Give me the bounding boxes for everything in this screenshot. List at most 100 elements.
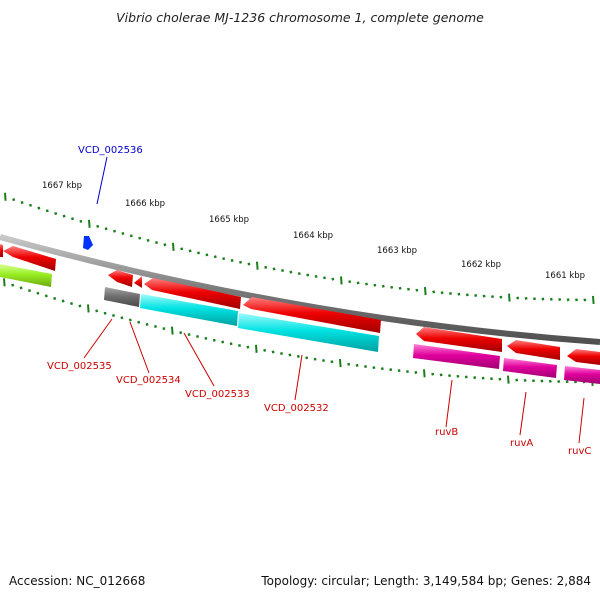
inner-scale-minor-tick: [380, 367, 384, 371]
outer-scale-minor-tick: [20, 201, 24, 204]
callout-ruva: [519, 391, 527, 436]
scale-label-1665: 1665 kbp: [209, 215, 249, 225]
inner-scale-minor-tick: [246, 345, 250, 349]
label-vcd-002532[interactable]: VCD_002532: [264, 403, 329, 414]
gene-lime[interactable]: [0, 264, 52, 287]
outer-scale-major-tick: [4, 192, 7, 201]
inner-scale-minor-tick: [464, 375, 468, 379]
label-vcd-002536[interactable]: VCD_002536: [78, 145, 143, 156]
inner-scale-minor-tick: [355, 363, 359, 367]
inner-scale-minor-tick: [212, 338, 216, 342]
inner-scale-minor-tick: [523, 378, 527, 382]
gene-arrow-ruva[interactable]: [507, 340, 560, 360]
scale-label-1662: 1662 kbp: [461, 260, 501, 270]
callout-vcd-002532: [294, 354, 303, 401]
gene-grey[interactable]: [104, 287, 140, 307]
outer-scale-minor-tick: [222, 257, 226, 261]
gene-marker-vcd-002536[interactable]: [83, 236, 93, 250]
outer-scale-minor-tick: [272, 267, 276, 271]
outer-scale-minor-tick: [138, 236, 142, 240]
outer-scale-minor-tick: [440, 291, 444, 295]
inner-scale-minor-tick: [112, 314, 115, 318]
outer-scale-minor-tick: [499, 295, 503, 299]
inner-scale-minor-tick: [473, 376, 477, 380]
label-ruvc[interactable]: ruvC: [568, 446, 591, 457]
outer-scale-minor-tick: [558, 298, 562, 302]
gene-magenta-1[interactable]: [413, 344, 500, 369]
inner-scale-minor-tick: [70, 302, 73, 306]
inner-scale-minor-tick: [481, 376, 485, 380]
scale-labels: 1667 kbp 1666 kbp 1665 kbp 1664 kbp 1663…: [42, 181, 585, 281]
callout-vcd-002535: [83, 318, 113, 359]
gene-arrow-3[interactable]: [134, 276, 142, 288]
gene-arrow-ruvb[interactable]: [416, 327, 502, 352]
outer-scale-minor-tick: [230, 258, 234, 262]
inner-scale-minor-tick: [372, 366, 376, 370]
chromosome-backbone: [0, 234, 600, 345]
outer-scale-minor-tick: [213, 255, 217, 259]
inner-scale-major-tick: [3, 278, 6, 287]
inner-scale-minor-tick: [330, 360, 334, 364]
label-ruva[interactable]: ruvA: [510, 438, 533, 449]
outer-scale-minor-tick: [566, 298, 570, 302]
accession-text: Accession: NC_012668: [9, 574, 146, 588]
inner-scale-minor-tick: [448, 374, 451, 378]
label-vcd-002534[interactable]: VCD_002534: [116, 375, 181, 386]
outer-scale-minor-tick: [482, 294, 486, 298]
inner-scale-minor-tick: [61, 299, 65, 303]
inner-scale-minor-tick: [162, 327, 166, 331]
inner-scale-ticks: [3, 278, 594, 387]
forward-strand-genes: [0, 244, 600, 365]
inner-scale-major-tick: [255, 344, 258, 353]
label-vcd-002535[interactable]: VCD_002535: [47, 361, 112, 372]
label-vcd-002533[interactable]: VCD_002533: [185, 389, 250, 400]
outer-scale-minor-tick: [54, 212, 58, 215]
gene-magenta-3[interactable]: [564, 366, 600, 384]
inner-scale-minor-tick: [103, 311, 107, 315]
inner-scale-minor-tick: [11, 283, 15, 287]
inner-scale-minor-tick: [78, 304, 82, 308]
outer-scale-minor-tick: [331, 277, 335, 281]
outer-scale-major-tick: [508, 293, 511, 302]
outer-scale-minor-tick: [197, 251, 200, 255]
inner-scale-minor-tick: [204, 336, 208, 340]
outer-scale-minor-tick: [516, 296, 520, 300]
callout-lines: [83, 156, 585, 444]
inner-scale-minor-tick: [221, 340, 225, 344]
outer-scale-minor-tick: [356, 281, 360, 285]
outer-scale-minor-tick: [104, 227, 108, 231]
inner-scale-minor-tick: [490, 377, 493, 381]
inner-scale-minor-tick: [28, 289, 31, 293]
gene-magenta-2[interactable]: [503, 358, 557, 378]
inner-scale-minor-tick: [540, 379, 544, 383]
inner-scale-minor-tick: [557, 380, 561, 384]
inner-scale-minor-tick: [179, 331, 183, 335]
outer-scale-minor-tick: [415, 288, 419, 292]
outer-scale-minor-tick: [432, 290, 436, 294]
outer-scale-minor-tick: [62, 214, 66, 218]
gene-cyan-2[interactable]: [238, 313, 379, 352]
inner-scale-minor-tick: [280, 351, 283, 355]
outer-scale-minor-tick: [575, 298, 578, 302]
outer-scale-major-tick: [172, 242, 175, 251]
gene-arrow-5[interactable]: [243, 297, 381, 333]
gene-arrow-4[interactable]: [144, 278, 241, 309]
gene-arrow-ruvc[interactable]: [567, 349, 600, 365]
gene-cyan-1[interactable]: [140, 294, 238, 326]
inner-scale-minor-tick: [128, 318, 132, 322]
outer-scale-major-tick: [256, 261, 259, 270]
callout-vcd-002536: [96, 156, 108, 205]
outer-scale-minor-tick: [289, 270, 293, 274]
inner-scale-minor-tick: [532, 379, 535, 383]
inner-scale-minor-tick: [397, 369, 401, 373]
gene-arrow-2[interactable]: [108, 270, 133, 287]
outer-scale-minor-tick: [188, 249, 192, 253]
label-ruvb[interactable]: ruvB: [435, 427, 458, 438]
outer-scale-minor-tick: [71, 217, 74, 221]
gene-arrow-1[interactable]: [3, 246, 56, 271]
inner-scale-minor-tick: [137, 320, 141, 324]
outer-scale-minor-tick: [45, 209, 49, 213]
inner-scale-major-tick: [339, 358, 342, 368]
gene-arrow-left-edge[interactable]: [0, 244, 3, 257]
